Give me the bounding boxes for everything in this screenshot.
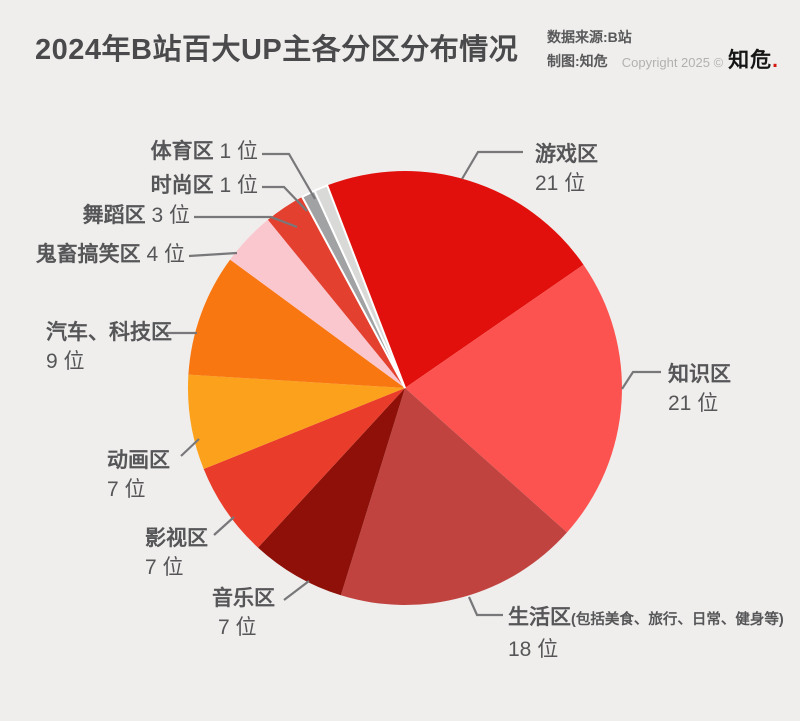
leader-line-7 [188,251,238,258]
label-film-tv-name: 影视区 [145,527,208,550]
label-film-tv: 影视区 7 位 [145,524,208,582]
label-gaming-name: 游戏区 [535,143,598,166]
pie-slice-2 [340,388,567,605]
label-knowledge-count: 21 位 [668,392,719,415]
leader-line-8 [194,215,298,229]
label-gaming-count: 21 位 [535,172,586,195]
leader-line-4 [213,516,235,536]
label-dance-name: 舞蹈区 [82,204,146,227]
leader-line-1 [621,370,661,390]
label-sports: 体育区 1 位 [151,140,258,164]
label-sports-name: 体育区 [150,140,214,163]
label-music: 音乐区 7 位 [212,584,275,642]
label-dance: 舞蹈区 3 位 [83,204,190,228]
leader-line-5 [180,438,200,457]
label-dance-count: 3 位 [151,204,190,227]
pie-slice-4 [203,388,405,548]
label-music-count: 7 位 [218,616,257,639]
leader-line-9 [262,185,308,212]
leader-line-0 [461,150,523,180]
label-guichu-name: 鬼畜搞笑区 [35,243,141,266]
label-music-name: 音乐区 [212,587,275,610]
label-guichu: 鬼畜搞笑区 4 位 [36,243,185,267]
pie-slice-7 [230,219,405,388]
pie-slice-10 [313,184,406,389]
pie-slice-0 [327,170,584,388]
label-life-name: 生活区 [508,606,571,629]
pie-slice-3 [258,388,405,596]
label-animation: 动画区 7 位 [107,446,170,504]
label-life: 生活区(包括美食、旅行、日常、健身等) 18 位 [508,603,784,664]
leader-line-10 [262,152,316,200]
leader-line-3 [283,580,310,601]
pie-slice-5 [187,374,405,469]
label-life-count: 18 位 [508,638,559,661]
leader-line-2 [467,596,503,617]
label-knowledge: 知识区 21 位 [668,360,731,418]
brand-logo: 知危 [728,49,773,72]
label-knowledge-name: 知识区 [668,363,731,386]
label-fashion-count: 1 位 [219,174,258,197]
pie-slice-6 [188,259,405,388]
label-sports-count: 1 位 [219,140,258,163]
brand-logo-dot: . [772,49,778,72]
label-auto-tech-count: 9 位 [46,350,85,373]
pie-slice-1 [405,264,622,533]
label-film-tv-count: 7 位 [145,556,184,579]
label-auto-tech-name: 汽车、科技区 [46,321,172,344]
label-animation-count: 7 位 [107,478,146,501]
copyright-line: Copyright 2025 © 知危 . [622,44,778,74]
pie-slice-8 [267,196,405,388]
copyright-text: Copyright 2025 © [621,55,724,70]
label-gaming: 游戏区 21 位 [535,140,598,198]
label-fashion: 时尚区 1 位 [151,174,258,198]
label-animation-name: 动画区 [107,449,170,472]
data-source-line: 数据来源:B站 [547,29,632,45]
label-life-nameline: 生活区(包括美食、旅行、日常、健身等) [508,603,784,635]
page-title: 2024年B站百大UP主各分区分布情况 [35,34,519,66]
source-note: 数据来源:B站 制图:知危 [547,25,632,73]
label-fashion-name: 时尚区 [150,174,214,197]
label-auto-tech: 汽车、科技区 9 位 [46,318,172,376]
label-life-suffix: (包括美食、旅行、日常、健身等) [571,612,784,628]
chart-author-line: 制图:知危 [547,53,608,69]
label-guichu-count: 4 位 [146,243,185,266]
